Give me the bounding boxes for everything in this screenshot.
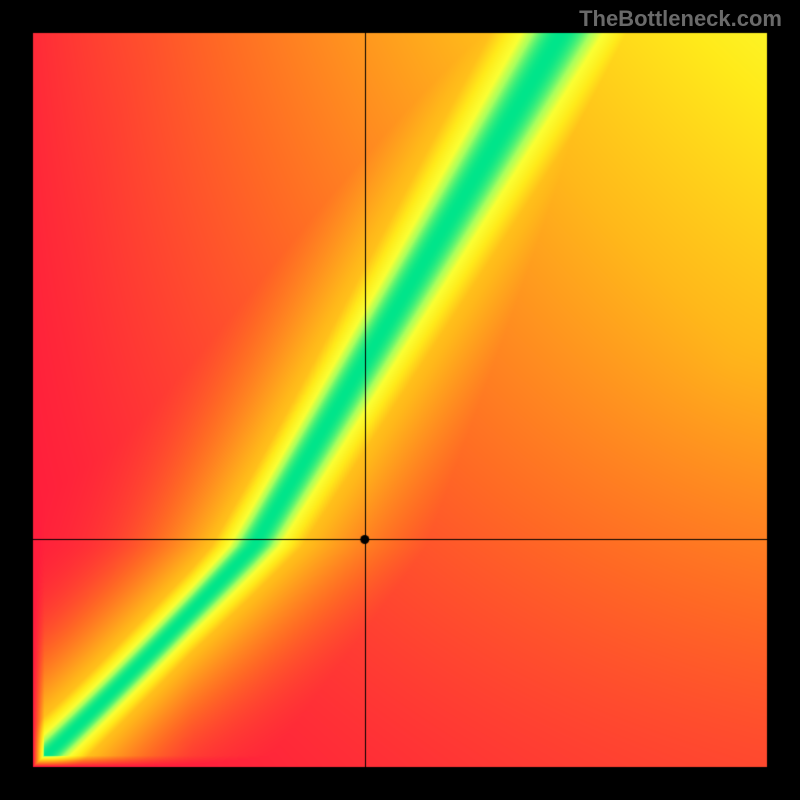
- heatmap-canvas: [0, 0, 800, 800]
- chart-container: TheBottleneck.com: [0, 0, 800, 800]
- watermark-text: TheBottleneck.com: [579, 6, 782, 32]
